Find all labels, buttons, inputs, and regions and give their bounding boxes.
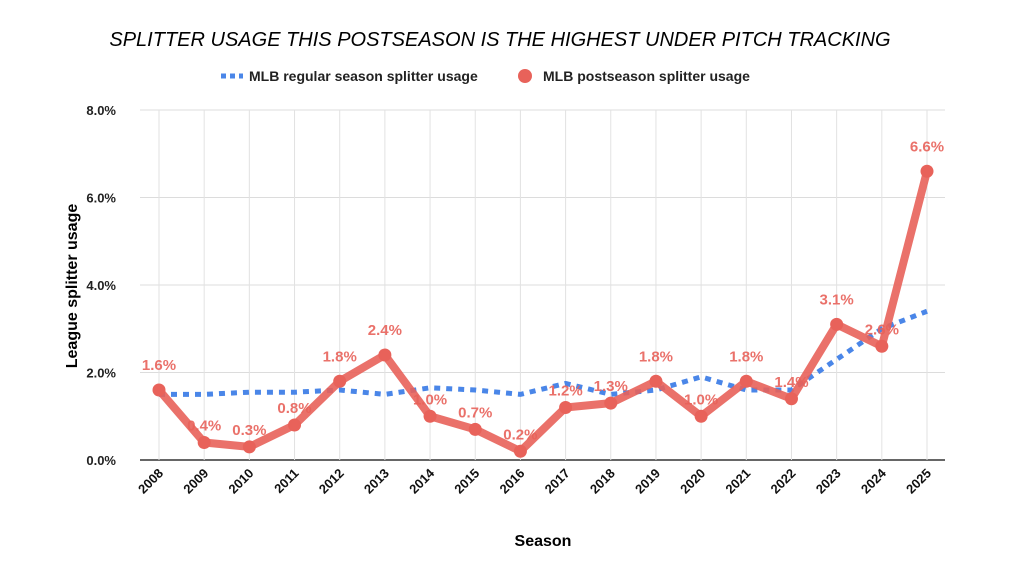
data-label-postseason: 1.8% — [639, 348, 673, 365]
x-tick-label: 2025 — [903, 466, 934, 497]
x-tick-label: 2020 — [677, 466, 708, 497]
data-point-postseason — [288, 418, 302, 432]
x-tick-label: 2019 — [632, 466, 663, 497]
data-label-postseason: 3.1% — [820, 291, 854, 308]
x-tick-label: 2024 — [858, 465, 890, 497]
y-tick-label: 4.0% — [86, 278, 116, 293]
data-label-postseason: 1.6% — [142, 357, 176, 374]
x-tick-label: 2012 — [316, 466, 347, 497]
data-point-postseason — [694, 409, 708, 423]
data-point-postseason — [242, 440, 256, 454]
data-point-postseason — [784, 392, 798, 406]
data-point-postseason — [830, 317, 844, 331]
x-tick-label: 2011 — [271, 466, 302, 497]
x-tick-label: 2014 — [406, 465, 438, 497]
data-point-postseason — [559, 401, 573, 414]
x-tick-label: 2022 — [768, 466, 799, 497]
data-label-postseason: 2.4% — [368, 322, 402, 339]
data-label-postseason: 1.2% — [548, 383, 582, 400]
series-line-postseason — [155, 170, 931, 456]
data-label-postseason: 0.3% — [232, 422, 266, 439]
data-label-postseason: 1.0% — [684, 391, 718, 408]
data-label-postseason: 6.6% — [910, 138, 944, 155]
x-axis-label: Season — [515, 533, 572, 550]
legend: MLB regular season splitter usage MLB po… — [221, 68, 750, 84]
x-tick-label: 2015 — [451, 466, 482, 497]
legend-label-regular: MLB regular season splitter usage — [249, 68, 478, 84]
data-label-postseason: 1.0% — [413, 391, 447, 408]
y-tick-label: 2.0% — [86, 366, 116, 381]
data-point-postseason — [513, 444, 527, 458]
y-axis-label: League splitter usage — [64, 204, 81, 369]
data-label-postseason: 1.8% — [323, 348, 357, 365]
x-tick-label: 2010 — [225, 466, 256, 497]
data-point-postseason — [197, 436, 211, 449]
data-point-postseason — [649, 374, 663, 388]
legend-label-postseason: MLB postseason splitter usage — [543, 68, 750, 84]
data-label-postseason: 0.4% — [187, 418, 221, 435]
data-point-postseason — [875, 339, 889, 353]
y-tick-label: 6.0% — [86, 191, 116, 206]
x-tick-label: 2008 — [135, 466, 166, 497]
data-label-postseason: 1.3% — [594, 378, 628, 395]
x-tick-label: 2021 — [722, 466, 753, 497]
y-tick-label: 0.0% — [86, 453, 116, 468]
data-label-postseason: 2.6% — [865, 321, 899, 338]
chart-title: SPLITTER USAGE THIS POSTSEASON IS THE HI… — [109, 29, 890, 51]
data-point-postseason — [333, 374, 347, 388]
data-point-postseason — [468, 422, 482, 436]
data-point-postseason — [378, 348, 392, 362]
data-point-postseason — [920, 164, 934, 178]
x-tick-label: 2016 — [496, 466, 527, 497]
data-label-postseason: 1.4% — [774, 374, 808, 391]
data-point-postseason — [152, 383, 166, 397]
data-label-postseason: 1.8% — [729, 348, 763, 365]
legend-swatch-postseason — [518, 69, 532, 83]
x-tick-label: 2009 — [180, 466, 211, 497]
y-tick-label: 8.0% — [86, 103, 116, 118]
x-tick-label: 2018 — [587, 466, 618, 497]
data-point-postseason — [604, 396, 618, 410]
data-label-postseason: 0.8% — [277, 400, 311, 417]
x-tick-label: 2023 — [813, 466, 844, 497]
x-tick-label: 2013 — [361, 466, 392, 497]
x-tick-label: 2017 — [542, 466, 573, 497]
data-label-postseason: 0.2% — [503, 426, 537, 443]
data-label-postseason: 0.7% — [458, 404, 492, 421]
data-point-postseason — [423, 409, 437, 423]
data-point-postseason — [739, 374, 753, 388]
series-line-regular-season — [159, 308, 928, 397]
